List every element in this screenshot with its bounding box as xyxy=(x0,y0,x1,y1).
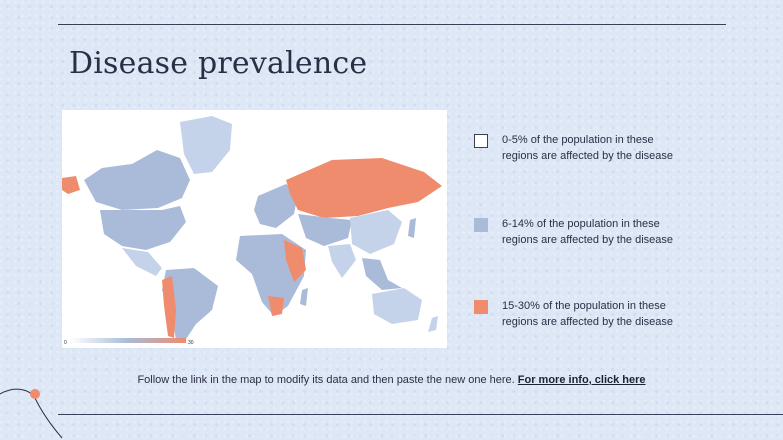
south-america xyxy=(162,268,218,342)
north-america-usa xyxy=(100,206,186,250)
bottom-divider xyxy=(58,414,783,415)
africa-south xyxy=(268,296,284,316)
page-title: Disease prevalence xyxy=(69,46,368,81)
footer-note: Follow the link in the map to modify its… xyxy=(0,374,783,386)
central-america xyxy=(122,248,162,276)
color-scale-bar xyxy=(70,338,186,343)
world-map[interactable]: 0 30 xyxy=(62,110,447,348)
decorative-curve xyxy=(0,388,63,439)
scale-min-label: 0 xyxy=(64,340,67,346)
alaska-east-siberia xyxy=(62,176,80,194)
legend-text-mid: 6-14% of the population in these regions… xyxy=(502,218,674,246)
legend-text-high: 15-30% of the population in these region… xyxy=(502,300,674,328)
legend-swatch-mid xyxy=(474,218,488,232)
greenland xyxy=(180,116,232,174)
legend-swatch-high xyxy=(474,300,488,314)
east-asia xyxy=(350,210,402,254)
russia xyxy=(286,158,442,218)
decorative-dot xyxy=(30,389,40,399)
scale-max-label: 30 xyxy=(188,340,194,346)
australia xyxy=(372,288,422,324)
north-america-north xyxy=(84,150,190,210)
madagascar xyxy=(300,288,308,306)
japan xyxy=(408,218,416,238)
footer-text: Follow the link in the map to modify its… xyxy=(137,374,518,386)
more-info-link[interactable]: For more info, click here xyxy=(517,374,646,386)
new-zealand xyxy=(428,316,438,332)
legend-swatch-low xyxy=(474,134,488,148)
europe xyxy=(254,184,298,228)
south-asia xyxy=(328,244,356,278)
southeast-asia xyxy=(362,258,402,290)
top-divider xyxy=(58,24,726,25)
africa-east xyxy=(284,240,306,282)
south-america-west xyxy=(162,276,176,338)
legend-text-low: 0-5% of the population in these regions … xyxy=(502,134,674,162)
central-asia xyxy=(298,214,352,246)
